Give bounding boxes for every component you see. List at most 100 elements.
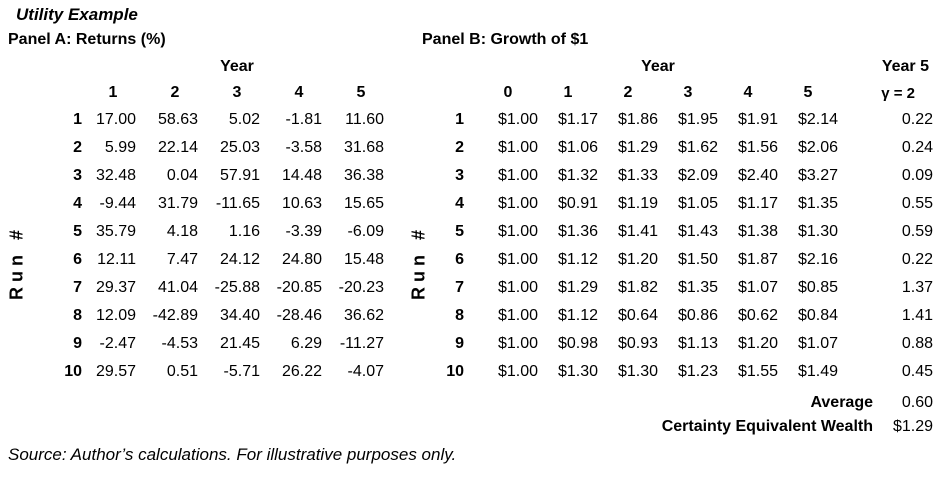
value-cell: $1.19 — [617, 195, 658, 212]
value-cell: $1.13 — [677, 335, 718, 352]
value-cell: $0.84 — [797, 307, 838, 324]
table-row: 4 -9.44 31.79 -11.65 10.63 15.65 — [56, 190, 392, 218]
panel-b-run-axis-label: Run # — [408, 224, 429, 300]
value-cell: -25.88 — [214, 279, 260, 296]
panel-b-year5-label: Year 5 — [881, 58, 929, 75]
value-cell: 0.04 — [166, 167, 198, 184]
value-cell: -3.58 — [285, 139, 322, 156]
source-note: Source: Author’s calculations. For illus… — [8, 445, 457, 464]
value-cell: $1.00 — [497, 363, 538, 380]
run-number: 7 — [73, 279, 82, 296]
table-row: 9 $1.00 $0.98 $0.93 $1.13 $1.20 $1.07 0.88 — [440, 330, 933, 358]
value-cell: $1.00 — [497, 279, 538, 296]
table-row: 7 29.37 41.04 -25.88 -20.85 -20.23 — [56, 274, 392, 302]
panel-a-year-label: Year — [220, 58, 254, 75]
value-cell: $0.93 — [617, 335, 658, 352]
value-cell: $0.64 — [617, 307, 658, 324]
certainty-equivalent-row: Certainty Equivalent Wealth $1.29 — [440, 415, 933, 439]
value-cell: $1.00 — [497, 251, 538, 268]
value-cell: $2.14 — [797, 111, 838, 128]
spacer-cell — [56, 80, 82, 106]
value-cell: $1.41 — [617, 223, 658, 240]
value-cell: $1.33 — [617, 167, 658, 184]
value-cell: $0.98 — [557, 335, 598, 352]
value-cell: $0.91 — [557, 195, 598, 212]
value-cell: 57.91 — [219, 167, 260, 184]
spacer-cell — [440, 54, 478, 80]
average-value: 0.60 — [901, 394, 933, 411]
value-cell: $1.07 — [797, 335, 838, 352]
value-cell: 12.11 — [97, 251, 136, 268]
value-cell: -20.23 — [338, 279, 384, 296]
value-cell: $1.20 — [617, 251, 658, 268]
gamma-label: γ = 2 — [881, 84, 915, 102]
table-row: 1 17.00 58.63 5.02 -1.81 11.60 — [56, 106, 392, 134]
value-cell: 15.48 — [343, 251, 384, 268]
certainty-equivalent-label: Certainty Equivalent Wealth — [661, 418, 873, 435]
value-cell: $1.00 — [497, 111, 538, 128]
run-number: 3 — [73, 167, 82, 184]
value-cell: $1.00 — [497, 139, 538, 156]
table-row: 7 $1.00 $1.29 $1.82 $1.35 $1.07 $0.85 1.37 — [440, 274, 933, 302]
utility-cell: 0.88 — [901, 335, 933, 352]
value-cell: $1.91 — [737, 111, 778, 128]
panel-a-run-axis-label: Run # — [6, 224, 27, 300]
value-cell: 41.04 — [157, 279, 198, 296]
value-cell: $1.06 — [557, 139, 598, 156]
year-col-header: 3 — [232, 84, 242, 101]
value-cell: $1.82 — [617, 279, 658, 296]
value-cell: -5.71 — [223, 363, 260, 380]
value-cell: $1.00 — [497, 307, 538, 324]
value-cell: 22.14 — [157, 139, 198, 156]
value-cell: $1.32 — [557, 167, 598, 184]
value-cell: 58.63 — [157, 111, 198, 128]
value-cell: 5.02 — [228, 111, 260, 128]
year-col-header: 2 — [623, 84, 633, 101]
run-number: 3 — [455, 167, 464, 184]
value-cell: 36.38 — [343, 167, 384, 184]
value-cell: $1.20 — [737, 335, 778, 352]
value-cell: -11.27 — [339, 335, 384, 352]
value-cell: 5.99 — [104, 139, 136, 156]
panel-b-year-header-row: Year Year 5 — [440, 54, 933, 80]
table-row: 10 $1.00 $1.30 $1.30 $1.23 $1.55 $1.49 0.45 — [440, 358, 933, 386]
table-row: 4 $1.00 $0.91 $1.19 $1.05 $1.17 $1.35 0.55 — [440, 190, 933, 218]
year-col-header: 0 — [503, 84, 513, 101]
value-cell: $2.06 — [797, 139, 838, 156]
value-cell: 12.09 — [95, 307, 136, 324]
value-cell: 10.63 — [281, 195, 322, 212]
value-cell: $2.40 — [737, 167, 778, 184]
value-cell: $1.49 — [797, 363, 838, 380]
value-cell: 29.57 — [95, 363, 136, 380]
table-row: 2 $1.00 $1.06 $1.29 $1.62 $1.56 $2.06 0.24 — [440, 134, 933, 162]
year-col-header: 1 — [563, 84, 573, 101]
figure-title: Utility Example — [16, 5, 138, 24]
utility-cell: 0.24 — [901, 139, 933, 156]
value-cell: $3.27 — [797, 167, 838, 184]
value-cell: $1.38 — [737, 223, 778, 240]
panel-a-table: Year 1 2 3 4 5 1 17.00 58.63 5.02 -1.81 11.60… — [56, 54, 392, 386]
value-cell: $1.30 — [557, 363, 598, 380]
value-cell: $1.56 — [737, 139, 778, 156]
utility-cell: 0.09 — [901, 167, 933, 184]
value-cell: $1.35 — [797, 195, 838, 212]
run-number: 1 — [455, 111, 464, 128]
run-number: 6 — [73, 251, 82, 268]
value-cell: $1.17 — [557, 111, 598, 128]
year-col-header: 1 — [108, 84, 118, 101]
value-cell: 31.68 — [343, 139, 384, 156]
table-row: 8 12.09 -42.89 34.40 -28.46 36.62 — [56, 302, 392, 330]
run-number: 1 — [73, 111, 82, 128]
value-cell: 11.60 — [345, 111, 384, 128]
run-number: 6 — [455, 251, 464, 268]
value-cell: $2.09 — [677, 167, 718, 184]
panel-b-title: Panel B: Growth of $1 — [422, 31, 589, 48]
utility-cell: 0.59 — [901, 223, 933, 240]
panel-a-title: Panel A: Returns (%) — [8, 31, 166, 48]
value-cell: -4.53 — [161, 335, 198, 352]
value-cell: 24.80 — [281, 251, 322, 268]
value-cell: 0.51 — [166, 363, 198, 380]
value-cell: -28.46 — [276, 307, 322, 324]
value-cell: $1.62 — [677, 139, 718, 156]
